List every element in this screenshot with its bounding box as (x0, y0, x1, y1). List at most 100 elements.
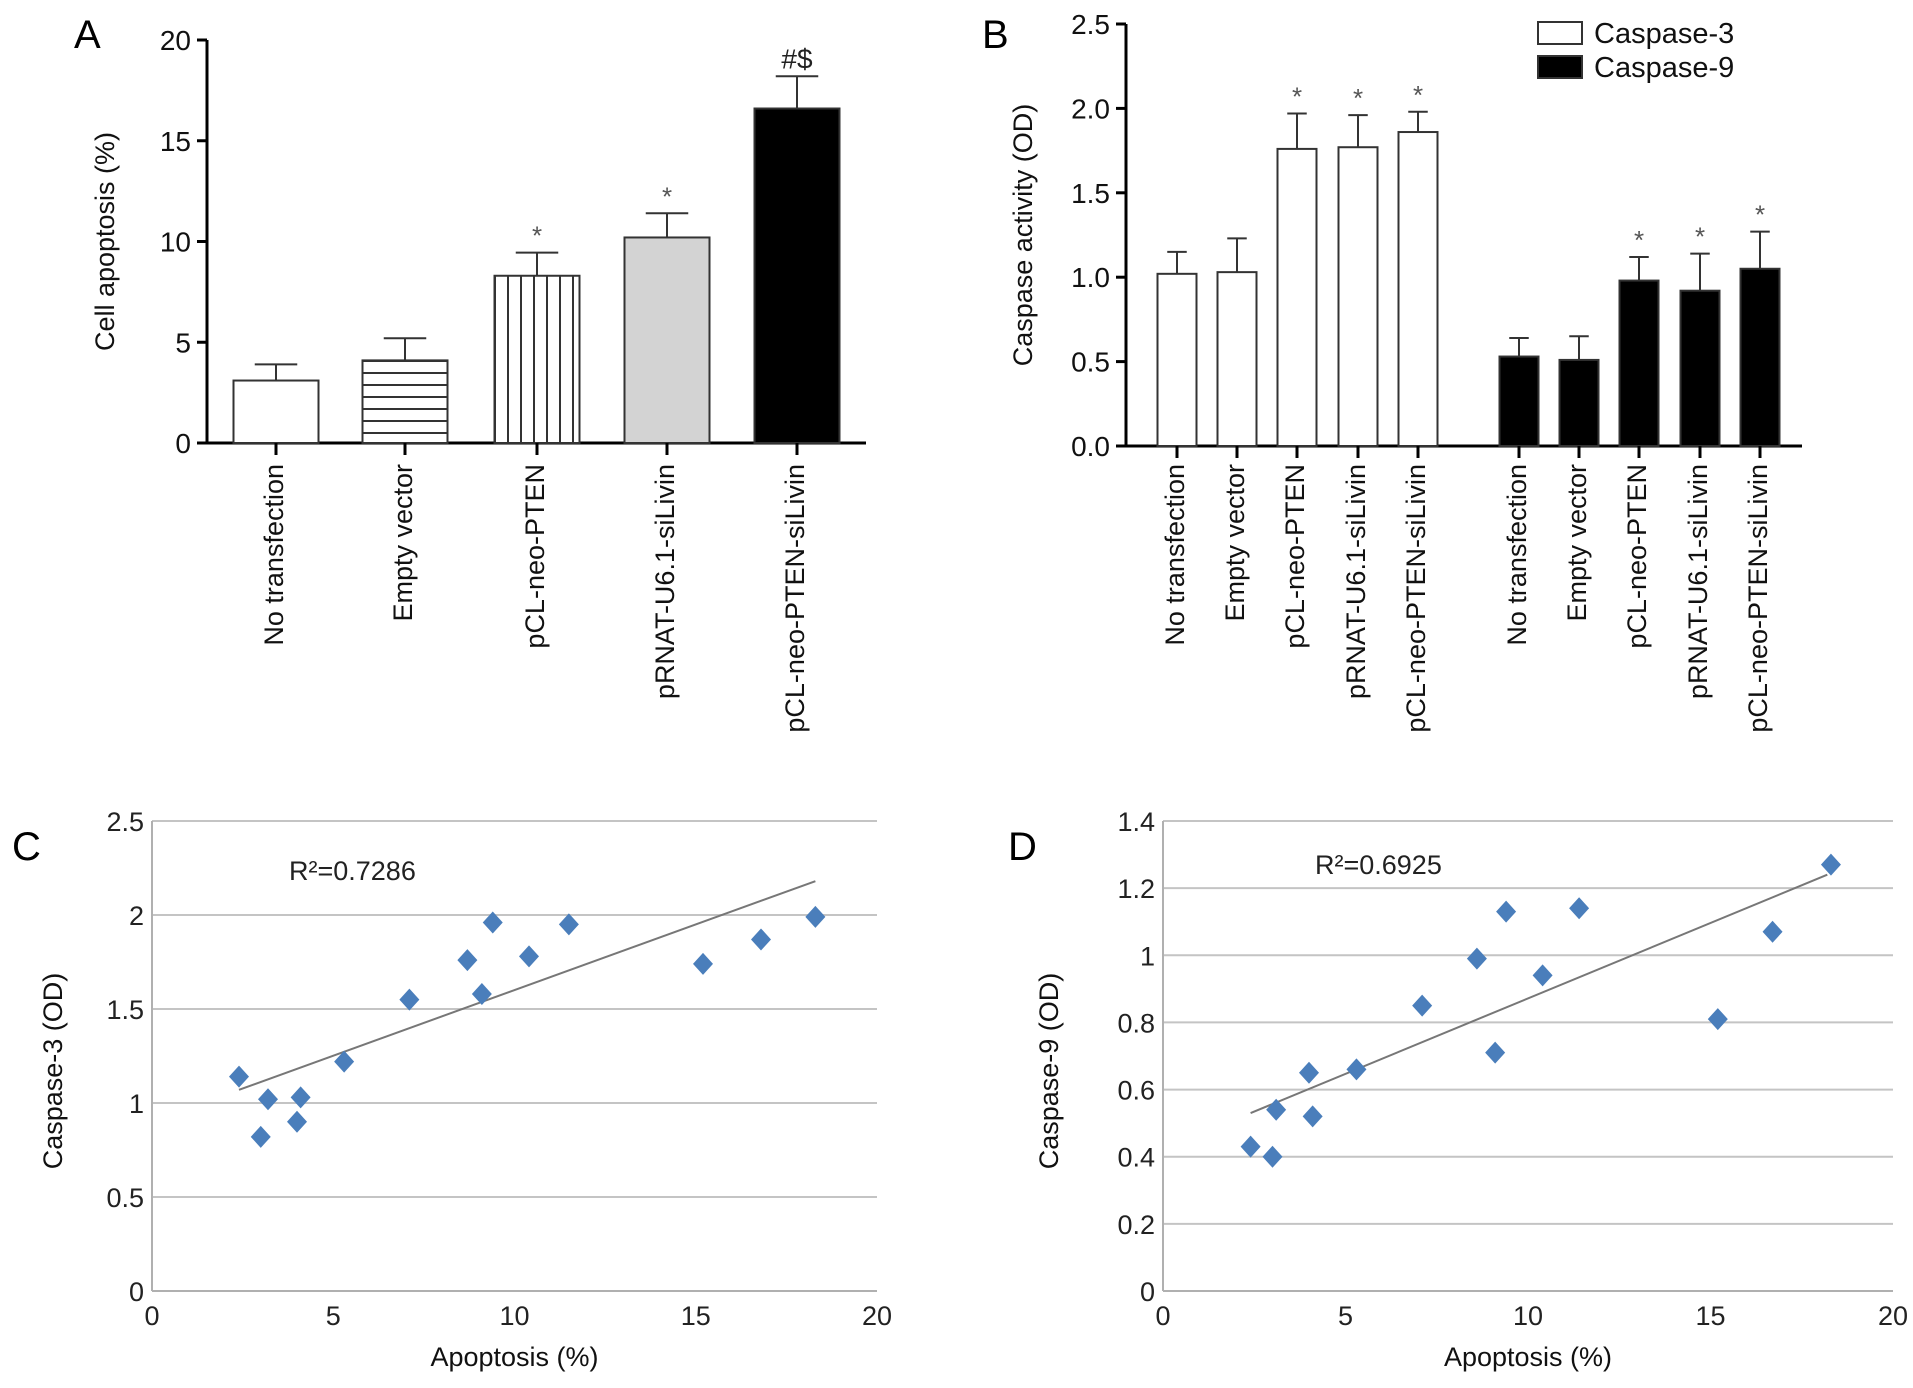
data-point (1412, 994, 1433, 1017)
significance-marker: #$ (781, 43, 813, 74)
y-tick-label: 15 (160, 126, 191, 157)
y-tick-label: 1.4 (1117, 807, 1155, 837)
data-point (258, 1088, 278, 1111)
chart-b-caspase-bars: 0.0 0.5 1.0 1.5 2.0 2.5 Caspase activity (OD) N… (1008, 9, 1802, 733)
bar (1337, 146, 1379, 447)
x-tick-label: 15 (1695, 1301, 1725, 1331)
r-squared-annotation: R²=0.7286 (289, 856, 416, 886)
bar (1216, 271, 1258, 447)
x-tick-label: pRNAT-U6.1-siLivin (1341, 464, 1371, 699)
bar (1276, 147, 1318, 448)
r-squared-annotation: R²=0.6925 (1315, 850, 1442, 880)
bar (753, 107, 841, 444)
y-tick-label: 1.5 (1071, 178, 1110, 209)
bar (1739, 267, 1781, 448)
significance-marker: * (1755, 200, 1765, 230)
y-tick-label: 2.5 (106, 807, 144, 837)
data-point (1707, 1008, 1728, 1031)
x-axis-label: Apoptosis (%) (1444, 1342, 1612, 1372)
y-tick-label: 0 (1140, 1277, 1155, 1307)
legend-label: Caspase-9 (1594, 52, 1734, 84)
x-tick-label: pCL-neo-PTEN (1622, 464, 1652, 649)
y-tick-label: 0.5 (1071, 347, 1110, 378)
data-point (1299, 1061, 1319, 1084)
data-point (334, 1050, 355, 1073)
y-tick-label: 0 (175, 428, 191, 459)
data-point (229, 1065, 249, 1088)
data-point (1466, 947, 1487, 970)
significance-marker: * (532, 221, 542, 251)
data-point (519, 945, 539, 968)
significance-marker: * (1292, 81, 1302, 111)
significance-marker: * (1413, 80, 1423, 110)
x-tick-label: 0 (144, 1301, 159, 1331)
y-tick-label: 1 (129, 1089, 144, 1119)
y-axis-label: Cell apoptosis (%) (90, 132, 120, 351)
significance-marker: * (1634, 225, 1644, 255)
data-point (290, 1086, 311, 1109)
bar (1397, 131, 1439, 447)
bar (1558, 358, 1600, 447)
data-point (1485, 1041, 1506, 1064)
x-tick-label: No transfection (1502, 464, 1532, 646)
bar (1618, 279, 1660, 447)
y-tick-label: 0.8 (1117, 1008, 1155, 1038)
x-tick-label: pCL-neo-PTEN (520, 464, 550, 649)
x-tick-label: 10 (1513, 1301, 1543, 1331)
x-axis-label: Apoptosis (%) (430, 1342, 598, 1372)
data-point (1240, 1135, 1261, 1158)
x-tick-label: Empty vector (388, 464, 418, 622)
data-point (399, 988, 420, 1011)
y-tick-label: 0 (129, 1277, 144, 1307)
significance-marker: * (1695, 222, 1705, 252)
y-tick-label: 1.2 (1117, 874, 1155, 904)
y-axis-label: Caspase-3 (OD) (38, 973, 68, 1170)
data-point (471, 982, 492, 1005)
panel-label-c: C (12, 825, 41, 869)
data-point (1262, 1145, 1283, 1168)
chart-d-caspase9-scatter: 0 0.2 0.4 0.6 0.8 1 1.2 1.4 0 5 10 15 20 Apoptosis (%… (1034, 807, 1908, 1372)
bar (493, 274, 581, 444)
y-axis-label: Caspase-9 (OD) (1034, 973, 1064, 1170)
x-tick-label: pCL-neo-PTEN-siLivin (780, 464, 810, 733)
bar (361, 359, 449, 445)
y-tick-label: 1.0 (1071, 262, 1110, 293)
x-tick-label: 15 (681, 1301, 711, 1331)
x-tick-label: 20 (862, 1301, 892, 1331)
data-point (805, 905, 826, 928)
y-tick-label: 0.6 (1117, 1076, 1155, 1106)
bar (232, 379, 320, 445)
x-tick-label: Empty vector (1562, 464, 1592, 622)
data-point (1762, 920, 1783, 943)
data-point (1346, 1058, 1367, 1081)
data-point (1266, 1098, 1287, 1121)
x-tick-label: pCL-neo-PTEN-siLivin (1743, 464, 1773, 733)
data-point (1532, 964, 1553, 987)
legend-swatch (1537, 21, 1583, 45)
y-tick-label: 2 (129, 901, 144, 931)
y-tick-label: 1.5 (106, 995, 144, 1025)
y-tick-label: 2.5 (1071, 9, 1110, 40)
bar (1156, 272, 1198, 447)
data-point (1496, 900, 1517, 923)
chart-c-caspase3-scatter: 0 0.5 1 1.5 2 2.5 0 5 10 15 20 Apoptosis (%) Caspase… (38, 807, 892, 1372)
x-tick-label: 5 (1338, 1301, 1353, 1331)
y-tick-label: 5 (175, 327, 191, 358)
y-axis-label: Caspase activity (OD) (1008, 104, 1038, 367)
y-tick-label: 2.0 (1071, 93, 1110, 124)
panel-label-d: D (1008, 825, 1037, 869)
y-tick-label: 0.5 (106, 1183, 144, 1213)
x-tick-label: pCL-neo-PTEN-siLivin (1401, 464, 1431, 733)
y-tick-label: 10 (160, 227, 191, 258)
x-tick-label: Empty vector (1220, 464, 1250, 622)
x-tick-label: pRNAT-U6.1-siLivin (650, 464, 680, 699)
bar (1679, 289, 1721, 448)
data-point (1569, 897, 1590, 920)
x-tick-label: pCL-neo-PTEN (1280, 464, 1310, 649)
x-tick-label: 0 (1155, 1301, 1170, 1331)
y-tick-label: 0.2 (1117, 1210, 1155, 1240)
y-tick-label: 20 (160, 25, 191, 56)
data-point (1302, 1105, 1323, 1128)
x-tick-label: No transfection (1160, 464, 1190, 646)
